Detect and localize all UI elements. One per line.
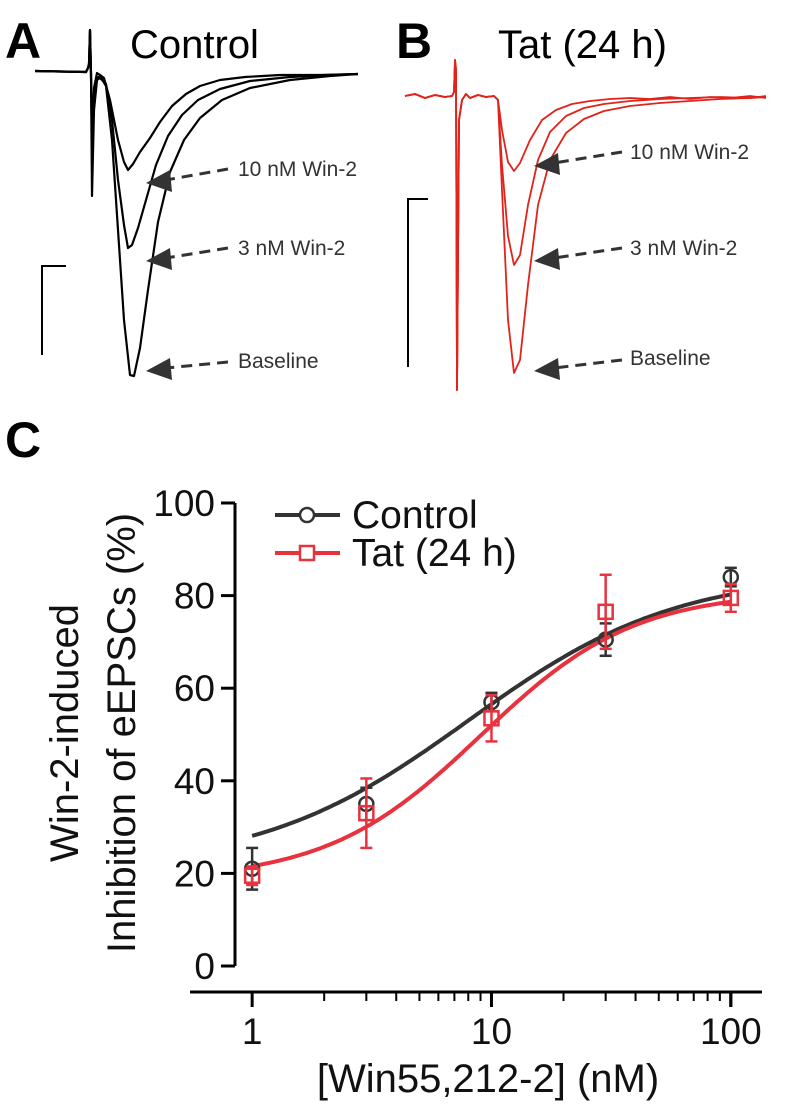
- scale-bar-a: [41, 265, 66, 355]
- arrow-a-3nm: [146, 246, 229, 270]
- label-b-3nm: 3 nM Win-2: [630, 237, 737, 260]
- y-axis: 0 20 40 60 80 100: [153, 483, 237, 987]
- x-tick-label: 100: [700, 1011, 762, 1052]
- panel-b-traces: [404, 59, 767, 391]
- x-axis-title: [Win55,212-2] (nM): [317, 1057, 659, 1101]
- arrow-a-baseline: [146, 358, 229, 380]
- panel-b: B Tat (24 h) 10 nM Win-2 3 nM Win-2 Base…: [396, 13, 767, 391]
- trace-b-10nm: [404, 59, 767, 391]
- plot-series: [243, 566, 740, 891]
- panel-c-letter: C: [5, 412, 41, 468]
- arrow-b-3nm: [534, 246, 623, 270]
- x-tick-label: 1: [242, 1011, 263, 1052]
- legend-label: Control: [352, 494, 478, 537]
- label-a-baseline: Baseline: [238, 350, 319, 373]
- arrow-b-10nm: [534, 150, 623, 175]
- data-point-tat: [358, 804, 375, 822]
- panel-b-letter: B: [396, 13, 432, 69]
- y-tick-label: 40: [174, 761, 215, 802]
- panel-b-title: Tat (24 h): [498, 23, 667, 67]
- data-point-tat: [597, 603, 614, 621]
- scale-bar-b: [407, 198, 428, 367]
- y-tick-label: 100: [153, 483, 215, 524]
- arrow-b-baseline: [534, 358, 623, 380]
- trace-a-baseline: [34, 28, 359, 378]
- y-axis-title-line-1: Win-2-induced: [43, 604, 87, 862]
- panel-a-letter: A: [5, 13, 41, 69]
- data-point-tat: [243, 867, 261, 884]
- x-tick-label: 10: [471, 1011, 512, 1052]
- legend-marker: [298, 506, 316, 524]
- panel-a-traces: [34, 28, 359, 378]
- panel-c: C 0 20 40 60 80 100 1 10 100 Win-2-induced Inhi…: [5, 412, 762, 1101]
- arrow-a-10nm: [146, 167, 229, 192]
- label-b-10nm: 10 nM Win-2: [630, 141, 749, 164]
- panel-a: A Control 10 nM Win-2 3 nM Win-2 Baselin…: [5, 13, 359, 380]
- y-axis-title-line-2: Inhibition of eEPSCs (%): [100, 513, 144, 953]
- data-point-control: [722, 568, 740, 586]
- label-a-3nm: 3 nM Win-2: [238, 237, 345, 260]
- y-tick-label: 20: [174, 853, 215, 894]
- trace-b-3nm: [404, 59, 767, 391]
- legend-marker: [298, 544, 316, 562]
- y-tick-label: 60: [174, 668, 215, 709]
- label-a-10nm: 10 nM Win-2: [238, 158, 357, 181]
- data-point-tat: [722, 589, 740, 607]
- trace-b-baseline: [404, 59, 767, 391]
- legend-label: Tat (24 h): [352, 532, 517, 575]
- x-axis: 1 10 100: [190, 990, 762, 1052]
- panel-a-title: Control: [130, 23, 259, 67]
- y-tick-label: 0: [194, 946, 215, 987]
- data-point-tat: [483, 710, 500, 727]
- label-b-baseline: Baseline: [630, 347, 711, 370]
- y-tick-label: 80: [174, 576, 215, 617]
